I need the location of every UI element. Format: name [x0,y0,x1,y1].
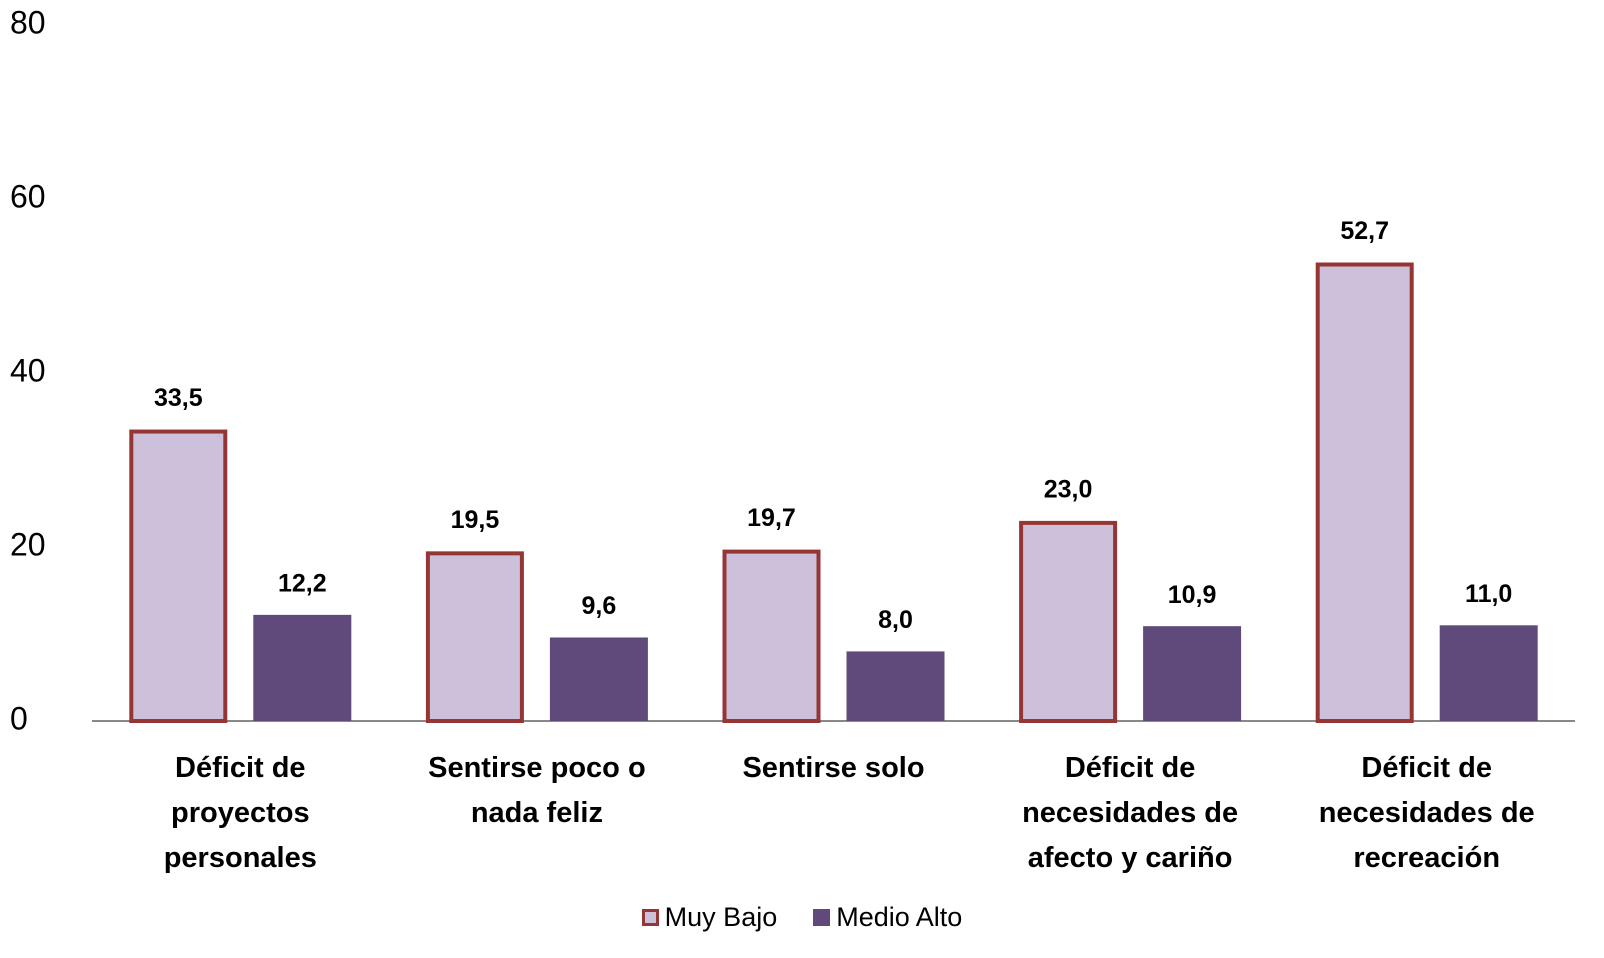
bar [1315,262,1414,723]
bar [1143,626,1242,721]
legend-item: Medio Alto [813,902,962,933]
bar [549,637,648,721]
y-tick-label: 0 [10,700,28,736]
legend-swatch [641,909,659,926]
data-label: 23,0 [1044,476,1093,504]
x-tick-label: Déficit de proyectos personales [163,752,317,874]
x-tick-label: Déficit de necesidades de afecto y cariñ… [1022,752,1239,874]
data-label: 33,5 [154,384,203,412]
data-label: 52,7 [1340,217,1389,245]
y-tick-label: 60 [10,178,46,214]
bar [1019,520,1118,724]
data-label: 10,9 [1168,581,1217,609]
data-label: 9,6 [582,592,617,620]
legend: Muy Bajo Medio Alto [0,902,1604,933]
bar [129,429,228,723]
legend-item: Muy Bajo [641,902,778,933]
data-label: 19,7 [747,504,796,532]
y-tick-label: 40 [10,352,46,388]
x-tick-label: Sentirse poco o nada feliz [428,752,646,829]
legend-swatch [813,909,831,926]
data-label: 11,0 [1465,580,1512,608]
data-label: 8,0 [878,606,913,634]
legend-label: Medio Alto [836,902,963,932]
y-tick-label: 80 [10,4,46,40]
x-tick-label: Sentirse solo [742,752,925,784]
bar [425,551,524,723]
bar [253,614,352,721]
data-label: 12,2 [278,569,327,597]
legend-label: Muy Bajo [664,902,778,932]
data-label: 19,5 [451,506,500,534]
y-tick-label: 20 [10,526,46,562]
bar [722,549,821,723]
x-tick-label: Déficit de necesidades de recreación [1318,752,1535,874]
bar [1439,625,1538,721]
bar [846,651,945,721]
